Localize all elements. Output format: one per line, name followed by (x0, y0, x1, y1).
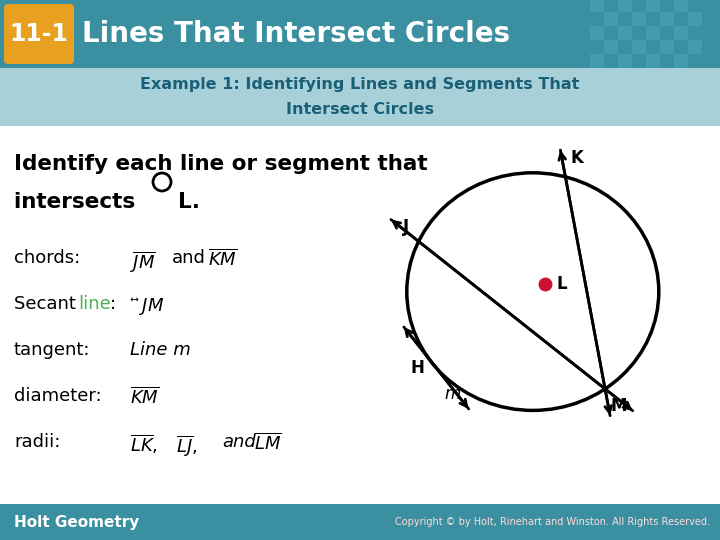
Bar (618, 0, 632, 12)
Bar (0, 68, 720, 126)
Text: Holt Geometry: Holt Geometry (14, 515, 139, 530)
Text: $\overline{LM}$: $\overline{LM}$ (254, 433, 282, 454)
Bar (0, 126, 720, 504)
Text: m: m (444, 385, 461, 403)
Text: $\overleftrightarrow{JM}$: $\overleftrightarrow{JM}$ (130, 295, 164, 317)
Bar (590, 54, 604, 68)
Text: Copyright © by Holt, Rinehart and Winston. All Rights Reserved.: Copyright © by Holt, Rinehart and Winsto… (395, 517, 710, 527)
Text: chords:: chords: (14, 249, 80, 267)
Text: radii:: radii: (14, 433, 60, 451)
Bar (590, 26, 604, 40)
Bar (674, 0, 688, 12)
Text: $\overline{KM}$: $\overline{KM}$ (208, 249, 238, 270)
Bar (674, 26, 688, 40)
Text: Intersect Circles: Intersect Circles (286, 103, 434, 118)
Text: tangent:: tangent: (14, 341, 91, 359)
Bar (632, 40, 646, 54)
Text: Line m: Line m (130, 341, 191, 359)
Text: $\overline{LJ},$: $\overline{LJ},$ (176, 433, 197, 458)
Text: and: and (222, 433, 256, 451)
Text: $\overline{LK},$: $\overline{LK},$ (130, 433, 158, 456)
Text: M: M (610, 397, 626, 415)
Text: L: L (557, 275, 567, 293)
Text: Secant: Secant (14, 295, 81, 313)
Bar (604, 40, 618, 54)
Bar (0, 504, 720, 540)
Text: diameter:: diameter: (14, 387, 102, 405)
Bar (646, 26, 660, 40)
Text: $\overline{KM}$: $\overline{KM}$ (130, 387, 159, 408)
Text: intersects: intersects (14, 192, 143, 212)
Text: H: H (410, 359, 424, 377)
Bar (618, 54, 632, 68)
Bar (674, 54, 688, 68)
Bar (660, 40, 674, 54)
Bar (0, 0, 720, 68)
Bar (688, 40, 702, 54)
Text: Lines That Intersect Circles: Lines That Intersect Circles (82, 20, 510, 48)
Text: $\overline{JM}$: $\overline{JM}$ (130, 249, 156, 274)
Text: Identify each line or segment that: Identify each line or segment that (14, 154, 428, 174)
Bar (590, 0, 604, 12)
FancyBboxPatch shape (4, 4, 74, 64)
Bar (660, 12, 674, 26)
Text: 11-1: 11-1 (9, 22, 68, 46)
Bar (618, 26, 632, 40)
Text: and: and (172, 249, 206, 267)
Bar (688, 12, 702, 26)
Text: line: line (78, 295, 111, 313)
Text: J: J (402, 218, 409, 237)
Bar (604, 12, 618, 26)
Text: L.: L. (178, 192, 200, 212)
Text: K: K (570, 149, 583, 167)
Bar (646, 0, 660, 12)
Text: :: : (110, 295, 116, 313)
Bar (632, 12, 646, 26)
Bar (646, 54, 660, 68)
Text: Example 1: Identifying Lines and Segments That: Example 1: Identifying Lines and Segment… (140, 77, 580, 91)
